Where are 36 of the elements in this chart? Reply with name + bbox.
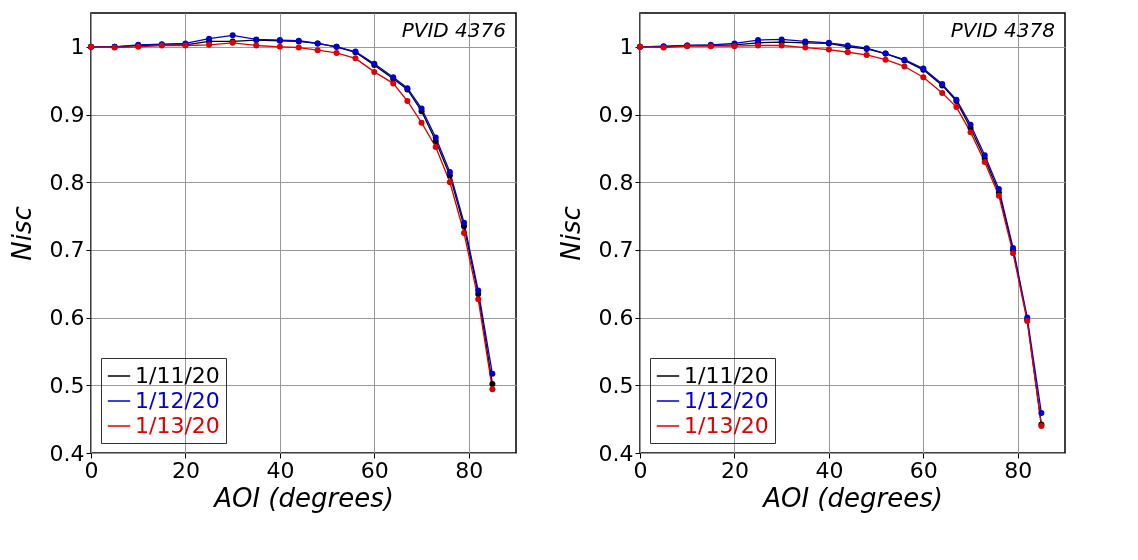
- y-tick-label: 0.9: [49, 102, 85, 128]
- y-tick-label: 0.4: [49, 440, 85, 466]
- x-tick-label: 0: [84, 457, 99, 483]
- legend-label: 1/13/20: [684, 413, 769, 438]
- x-tick-label: 20: [720, 457, 749, 483]
- x-axis-title: AOI (degrees): [761, 482, 943, 513]
- x-tick-label: 60: [360, 457, 389, 483]
- y-tick-label: 0.7: [598, 237, 634, 263]
- y-tick-label: 0.4: [598, 440, 634, 466]
- x-tick-label: 0: [633, 457, 648, 483]
- legend-label: 1/11/20: [135, 363, 220, 388]
- y-tick-label: 0.6: [598, 305, 634, 331]
- x-tick-label: 60: [909, 457, 938, 483]
- y-tick-label: 0.5: [598, 372, 634, 398]
- y-tick-label: 0.5: [49, 372, 85, 398]
- y-tick-label: 1: [619, 34, 634, 60]
- annotation: PVID 4376: [401, 18, 506, 42]
- legend-label: 1/13/20: [135, 413, 220, 438]
- y-tick-label: 0.8: [598, 169, 634, 195]
- legend-label: 1/12/20: [684, 388, 769, 413]
- y-axis-title: Nisc: [6, 206, 37, 261]
- y-tick-label: 1: [70, 34, 85, 60]
- x-tick-label: 40: [266, 457, 295, 483]
- y-tick-label: 0.8: [49, 169, 85, 195]
- x-tick-label: 20: [171, 457, 200, 483]
- legend-label: 1/11/20: [684, 363, 769, 388]
- y-tick-label: 0.7: [49, 237, 85, 263]
- x-tick-label: 80: [1004, 457, 1033, 483]
- x-tick-label: 80: [455, 457, 484, 483]
- x-tick-label: 40: [815, 457, 844, 483]
- legend-label: 1/12/20: [135, 388, 220, 413]
- y-tick-label: 0.9: [598, 102, 634, 128]
- annotation: PVID 4378: [950, 18, 1055, 42]
- y-axis-title: Nisc: [555, 206, 586, 261]
- x-axis-title: AOI (degrees): [212, 482, 394, 513]
- y-tick-label: 0.6: [49, 305, 85, 331]
